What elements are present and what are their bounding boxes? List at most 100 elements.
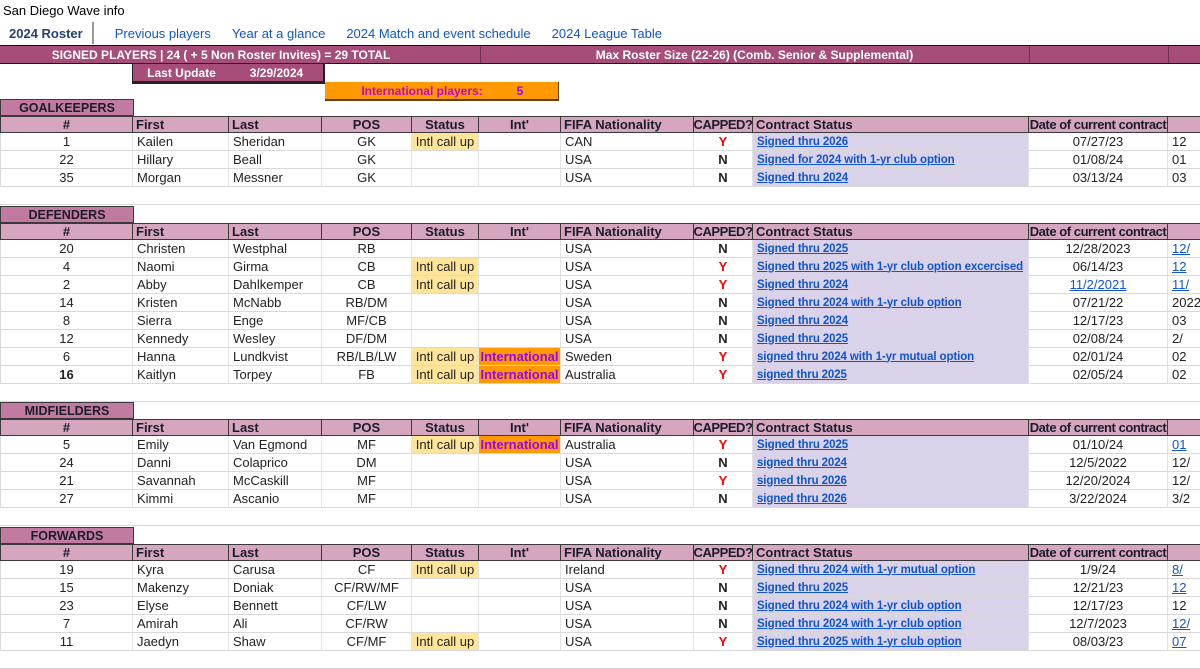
contract-link[interactable]: signed thru 2026 bbox=[757, 474, 847, 487]
cell-contract: signed thru 2024 bbox=[753, 454, 1029, 472]
cell-date: 08/03/23 bbox=[1029, 633, 1168, 651]
tab-2024-league-table[interactable]: 2024 League Table bbox=[551, 25, 662, 41]
tab-2024-match-and-event-schedule[interactable]: 2024 Match and event schedule bbox=[346, 25, 531, 41]
cell-next: 12 bbox=[1168, 597, 1200, 615]
cell-status bbox=[412, 151, 479, 169]
contract-link[interactable]: signed thru 2025 bbox=[757, 368, 847, 381]
cell-status bbox=[412, 169, 479, 187]
cell-last: Lundkvist bbox=[229, 348, 322, 366]
contract-link[interactable]: Signed thru 2025 with 1-yr club option e… bbox=[757, 260, 1024, 273]
cell-intl: International bbox=[479, 436, 561, 454]
contract-link[interactable]: Signed thru 2024 with 1-yr club option bbox=[757, 296, 962, 309]
cell-num: 22 bbox=[0, 151, 133, 169]
next-link[interactable]: 12 bbox=[1172, 259, 1187, 274]
next-link[interactable]: 12/ bbox=[1172, 241, 1191, 256]
column-header-int: Int' bbox=[479, 544, 561, 561]
cell-num: 16 bbox=[0, 366, 133, 384]
column-header-: # bbox=[0, 223, 133, 240]
cell-capped: N bbox=[694, 294, 753, 312]
tab-2024-roster[interactable]: 2024 Roster bbox=[0, 22, 94, 44]
cell-intl bbox=[479, 294, 561, 312]
contract-link[interactable]: Signed thru 2024 with 1-yr mutual option bbox=[757, 563, 976, 576]
contract-link[interactable]: Signed thru 2025 bbox=[757, 581, 849, 594]
cell-intl bbox=[479, 133, 561, 151]
cell-status bbox=[412, 472, 479, 490]
cell-num: 24 bbox=[0, 454, 133, 472]
tab-previous-players[interactable]: Previous players bbox=[114, 25, 211, 41]
cell-next: 8/ bbox=[1168, 561, 1200, 579]
cell-pos: GK bbox=[322, 133, 412, 151]
contract-link[interactable]: Signed thru 2024 with 1-yr club option bbox=[757, 617, 962, 630]
contract-link[interactable]: Signed thru 2025 with 1-yr club option bbox=[757, 635, 962, 648]
contract-link[interactable]: Signed for 2024 with 1-yr club option bbox=[757, 153, 955, 166]
contract-link[interactable]: Signed thru 2024 bbox=[757, 314, 849, 327]
cell-nationality: USA bbox=[561, 615, 694, 633]
column-header-contract-status: Contract Status bbox=[753, 223, 1029, 240]
contract-link[interactable]: Signed thru 2025 bbox=[757, 438, 849, 451]
roster-section-defenders: DEFENDERS # First Last POS Status Int' FIFA Nat… bbox=[0, 206, 1200, 402]
page-title: San Diego Wave info bbox=[3, 3, 125, 18]
player-row: 2 Abby Dahlkemper CB Intl call up USA Y Signed … bbox=[0, 276, 1200, 294]
column-header-date-of: Date of bbox=[1168, 223, 1200, 240]
tab-year-at-a-glance[interactable]: Year at a glance bbox=[231, 25, 326, 41]
empty-row bbox=[0, 384, 1200, 402]
cell-first: Kimmi bbox=[133, 490, 229, 508]
cell-last: McNabb bbox=[229, 294, 322, 312]
next-link[interactable]: 01 bbox=[1172, 437, 1187, 452]
cell-num: 21 bbox=[0, 472, 133, 490]
cell-capped: Y bbox=[694, 348, 753, 366]
cell-status: Intl call up bbox=[412, 366, 479, 384]
banner-divider bbox=[1168, 46, 1169, 63]
cell-intl bbox=[479, 579, 561, 597]
column-header-: # bbox=[0, 419, 133, 436]
cell-num: 15 bbox=[0, 579, 133, 597]
last-update-bar: Last Update 3/29/2024 bbox=[132, 63, 325, 84]
column-header-date-of: Date of bbox=[1168, 544, 1200, 561]
cell-pos: MF bbox=[322, 472, 412, 490]
cell-contract: signed thru 2026 bbox=[753, 490, 1029, 508]
cell-intl bbox=[479, 472, 561, 490]
empty-row bbox=[0, 508, 1200, 526]
cell-next: 03 bbox=[1168, 312, 1200, 330]
cell-first: Kyra bbox=[133, 561, 229, 579]
cell-pos: CB bbox=[322, 258, 412, 276]
player-row: 11 Jaedyn Shaw CF/MF Intl call up USA Y Signed … bbox=[0, 633, 1200, 651]
next-link[interactable]: 12/ bbox=[1172, 616, 1191, 631]
column-header-capped: CAPPED? bbox=[694, 419, 753, 436]
cell-first: Kailen bbox=[133, 133, 229, 151]
contract-link[interactable]: Signed thru 2026 bbox=[757, 135, 849, 148]
cell-first: Kennedy bbox=[133, 330, 229, 348]
next-link[interactable]: 12 bbox=[1172, 580, 1187, 595]
cell-last: Carusa bbox=[229, 561, 322, 579]
column-header-int: Int' bbox=[479, 419, 561, 436]
cell-intl bbox=[479, 597, 561, 615]
cell-next: 12/ bbox=[1168, 472, 1200, 490]
contract-link[interactable]: signed thru 2024 with 1-yr mutual option bbox=[757, 350, 975, 363]
cell-num: 6 bbox=[0, 348, 133, 366]
contract-link[interactable]: signed thru 2026 bbox=[757, 492, 847, 505]
column-header-fifa-nationality: FIFA Nationality bbox=[561, 419, 694, 436]
cell-num: 4 bbox=[0, 258, 133, 276]
cell-intl bbox=[479, 240, 561, 258]
contract-link[interactable]: Signed thru 2024 bbox=[757, 278, 849, 291]
contract-link[interactable]: Signed thru 2024 with 1-yr club option bbox=[757, 599, 962, 612]
next-link[interactable]: 07 bbox=[1172, 634, 1187, 649]
cell-last: Doniak bbox=[229, 579, 322, 597]
cell-first: Jaedyn bbox=[133, 633, 229, 651]
contract-link[interactable]: signed thru 2024 bbox=[757, 456, 847, 469]
cell-intl: International bbox=[479, 348, 561, 366]
cell-nationality: Sweden bbox=[561, 348, 694, 366]
column-header-contract-status: Contract Status bbox=[753, 419, 1029, 436]
cell-next: 11/ bbox=[1168, 276, 1200, 294]
cell-capped: Y bbox=[694, 472, 753, 490]
next-link[interactable]: 8/ bbox=[1172, 562, 1183, 577]
cell-date: 12/28/2023 bbox=[1029, 240, 1168, 258]
contract-link[interactable]: Signed thru 2025 bbox=[757, 332, 849, 345]
cell-last: Girma bbox=[229, 258, 322, 276]
next-link[interactable]: 11/ bbox=[1172, 277, 1190, 292]
date-link[interactable]: 11/2/2021 bbox=[1069, 277, 1127, 292]
contract-link[interactable]: Signed thru 2024 bbox=[757, 171, 849, 184]
contract-link[interactable]: Signed thru 2025 bbox=[757, 242, 849, 255]
column-header-date-of-current-contract: Date of current contract bbox=[1029, 544, 1168, 561]
cell-first: Hanna bbox=[133, 348, 229, 366]
